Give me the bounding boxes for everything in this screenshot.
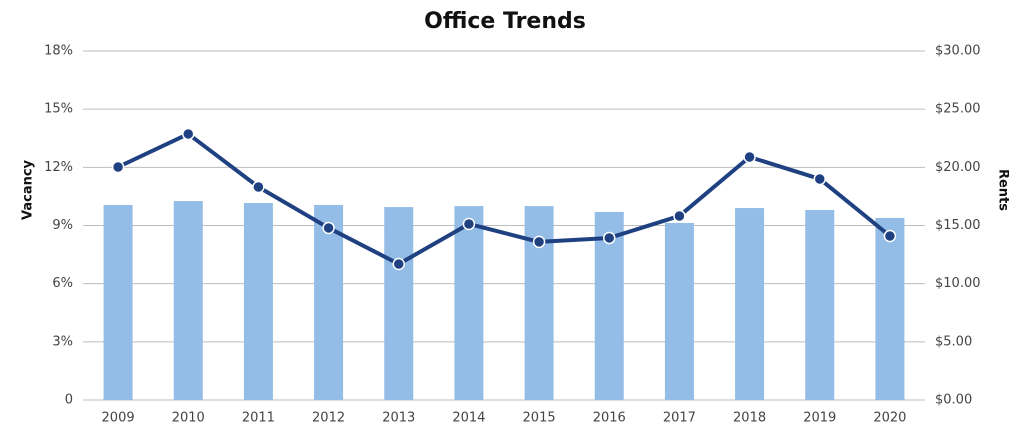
bar: [875, 217, 905, 400]
line-marker: [252, 180, 265, 194]
y2-axis-title: Rents: [996, 169, 1009, 211]
y2-tick-label: $10.00: [935, 276, 981, 291]
x-tick-label: 2019: [803, 411, 836, 426]
line-marker: [322, 221, 335, 235]
x-tick-label: 2009: [102, 411, 135, 426]
y-tick-label: 15%: [44, 102, 73, 117]
y-tick-label: 0: [65, 393, 73, 408]
y-tick-label: 18%: [44, 44, 73, 59]
bar: [243, 203, 273, 400]
y2-tick-label: $30.00: [935, 44, 981, 59]
y2-tick-label: $15.00: [935, 218, 981, 233]
y2-tick-label: $20.00: [935, 160, 981, 175]
y2-tick-label: $0.00: [935, 393, 972, 408]
line-marker: [182, 127, 195, 141]
y-tick-label: 6%: [52, 276, 73, 291]
line-marker: [813, 172, 826, 186]
line-marker: [111, 160, 125, 174]
y2-tick-label: $5.00: [935, 334, 972, 349]
x-tick-label: 2011: [242, 411, 275, 426]
line-marker: [532, 235, 546, 249]
x-tick-label: 2020: [873, 411, 906, 426]
line-marker: [673, 209, 686, 223]
x-tick-label: 2018: [733, 411, 766, 426]
bar: [384, 207, 414, 400]
y-tick-label: 3%: [52, 334, 73, 349]
bar: [314, 204, 344, 400]
y-axis-title: Vacancy: [21, 159, 36, 220]
x-tick-label: 2014: [452, 411, 485, 426]
x-tick-label: 2010: [172, 411, 205, 426]
line-marker: [743, 150, 756, 164]
bar: [664, 222, 694, 400]
y-tick-label: 9%: [52, 218, 73, 233]
y-tick-label: 12%: [44, 160, 73, 175]
x-tick-label: 2016: [593, 411, 626, 426]
bar: [524, 206, 554, 400]
line-marker: [603, 231, 616, 245]
x-tick-label: 2012: [312, 411, 345, 426]
bar: [103, 204, 133, 400]
bar: [805, 209, 835, 400]
line-marker: [392, 257, 405, 271]
x-tick-label: 2015: [523, 411, 556, 426]
line-marker: [462, 217, 476, 231]
chart-title: Office Trends: [424, 9, 586, 34]
bar: [454, 206, 484, 400]
line: [117, 131, 892, 267]
line-marker: [883, 229, 897, 243]
y2-tick-label: $25.00: [935, 102, 981, 117]
x-tick-label: 2013: [382, 411, 415, 426]
x-tick-label: 2017: [663, 411, 696, 426]
bar: [173, 201, 203, 400]
bar: [735, 208, 765, 400]
